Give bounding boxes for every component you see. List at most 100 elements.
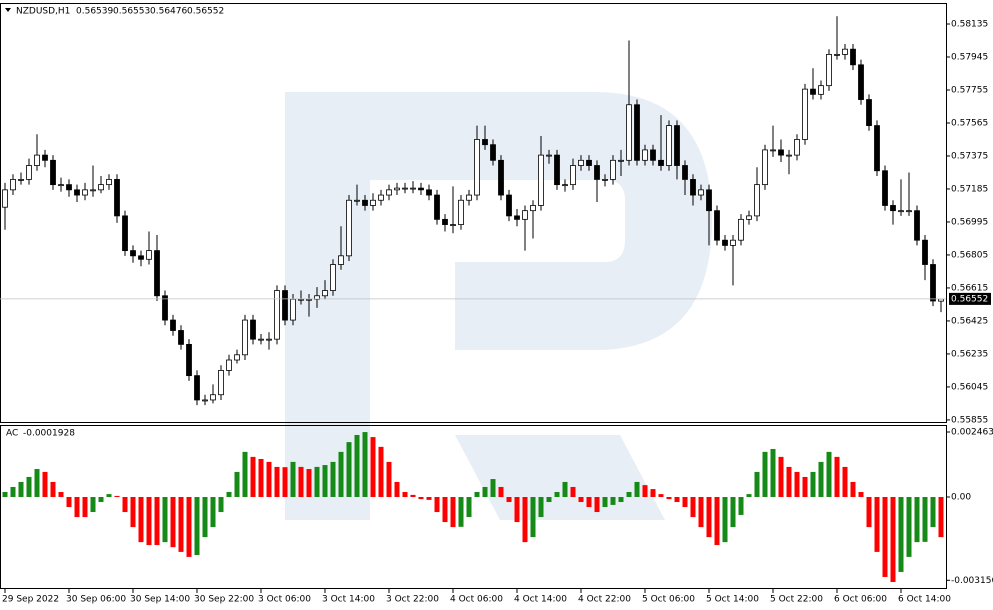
indicator-bar: [546, 496, 552, 503]
x-tick-label: 30 Sep 14:00: [130, 595, 190, 605]
indicator-bar: [250, 456, 256, 497]
indicator-bar: [418, 496, 424, 500]
candle-body: [26, 165, 32, 180]
candle-body: [106, 179, 112, 186]
candle-body: [2, 189, 8, 208]
indicator-bar: [290, 461, 296, 497]
y-tick-label: 0.56615: [951, 283, 988, 293]
indicator-bar: [890, 496, 896, 582]
indicator-bar: [538, 496, 544, 518]
candle-body: [258, 338, 264, 341]
candle-body: [498, 159, 504, 196]
candle-body: [554, 154, 560, 186]
indicator-bar: [482, 486, 488, 497]
candle-body: [442, 218, 448, 225]
indicator-bar: [466, 496, 472, 518]
indicator-bar: [146, 496, 152, 546]
candle-body: [138, 255, 144, 260]
indicator-bar: [738, 496, 744, 515]
candle-body: [250, 319, 256, 340]
candle-body: [794, 139, 800, 156]
candle-body: [122, 215, 128, 252]
y-tick-label: 0.55855: [951, 415, 988, 425]
indicator-bar: [18, 481, 24, 497]
indicator-bar: [826, 451, 832, 497]
candle-body: [874, 125, 880, 172]
indicator-bar: [354, 434, 360, 497]
indicator-bar: [506, 496, 512, 503]
candle-body: [234, 354, 240, 361]
indicator-bar: [266, 461, 272, 497]
indicator-bar: [898, 496, 904, 572]
candle-body: [170, 319, 176, 331]
candle-body: [394, 187, 400, 191]
x-tick-label: 3 Oct 06:00: [258, 595, 311, 605]
indicator-bar: [458, 496, 464, 527]
indicator-bar: [474, 491, 480, 497]
candle-body: [602, 179, 608, 181]
indicator-bar: [90, 496, 96, 513]
indicator-bar: [834, 456, 840, 497]
candle-body: [634, 104, 640, 161]
watermark-leg: [455, 435, 665, 520]
candle-body: [578, 159, 584, 166]
collapse-icon[interactable]: [5, 8, 11, 12]
indicator-bar: [322, 465, 328, 497]
candle-body: [682, 165, 688, 180]
candle-body: [186, 343, 192, 377]
indicator-bar: [170, 496, 176, 548]
indicator-bar: [850, 481, 856, 497]
candle-body: [266, 338, 272, 341]
y-tick-label: 0.56805: [951, 250, 988, 260]
candle-body: [706, 189, 712, 212]
candle-body: [362, 199, 368, 206]
indicator-bar: [586, 496, 592, 508]
y-tick-label: 0.56425: [951, 316, 988, 326]
candle-body: [858, 64, 864, 100]
candle-body: [738, 218, 744, 241]
candle-body: [666, 125, 672, 166]
header-high: 0.56553: [113, 7, 150, 17]
header-close: 0.56552: [187, 7, 224, 17]
candle-body: [410, 187, 416, 190]
indicator-bar: [906, 496, 912, 557]
indicator-bar: [562, 481, 568, 497]
candle-body: [418, 187, 424, 191]
indicator-bar: [282, 467, 288, 497]
indicator-bar: [818, 461, 824, 497]
candle-body: [530, 205, 536, 212]
candle-body: [626, 104, 632, 161]
indicator-bar: [442, 496, 448, 523]
candle-body: [914, 210, 920, 241]
candle-body: [10, 179, 16, 191]
indicator-y-tick-label: 0.00: [951, 492, 971, 502]
candle-body: [786, 154, 792, 157]
candle-body: [338, 255, 344, 265]
x-tick-label: 6 Oct 14:00: [898, 595, 951, 605]
indicator-bar: [722, 496, 728, 543]
indicator-bar: [922, 496, 928, 542]
indicator-bar: [602, 496, 608, 508]
indicator-y-tick-label: 0.0024631: [951, 427, 993, 437]
indicator-frame: [0, 425, 947, 589]
candle-body: [66, 184, 72, 191]
candle-body: [154, 250, 160, 297]
candle-body: [618, 159, 624, 162]
indicator-bar: [874, 496, 880, 552]
indicator-name: AC: [6, 429, 18, 439]
x-tick-label: 30 Sep 22:00: [194, 595, 254, 605]
indicator-bar: [338, 451, 344, 497]
candle-body: [50, 159, 56, 186]
y-tick-label: 0.56235: [951, 349, 988, 359]
candle-body: [426, 189, 432, 196]
candle-body: [386, 189, 392, 196]
candle-body: [402, 187, 408, 190]
indicator-bar: [74, 496, 80, 518]
candle-body: [538, 154, 544, 206]
indicator-bar: [194, 496, 200, 556]
candle-body: [658, 159, 664, 166]
indicator-bar: [106, 494, 112, 497]
candle-body: [650, 149, 656, 161]
